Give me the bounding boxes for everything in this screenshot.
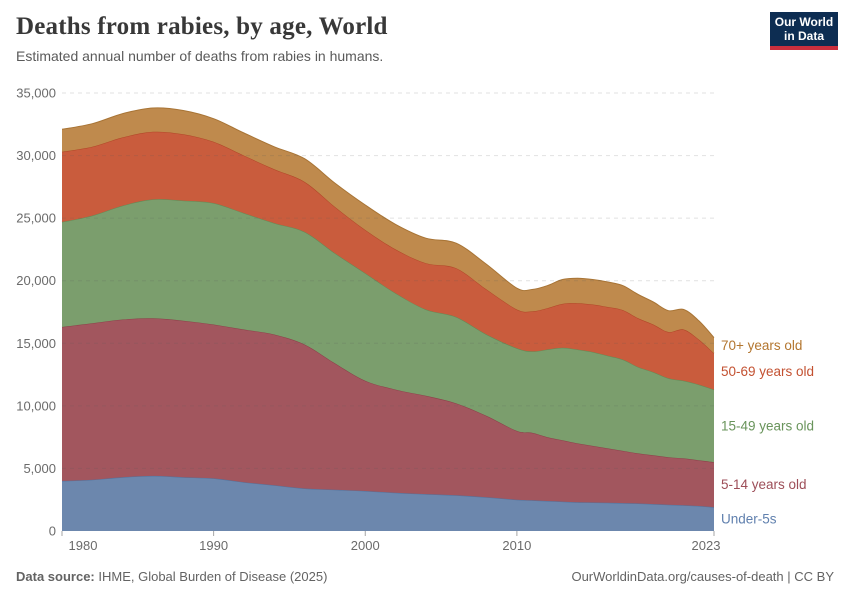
x-tick-label-1980: 1980 <box>69 538 98 553</box>
x-tick-label-2010: 2010 <box>502 538 531 553</box>
x-tick-label-1990: 1990 <box>199 538 228 553</box>
x-tick-label-2023: 2023 <box>692 538 721 553</box>
data-source-text: IHME, Global Burden of Disease (2025) <box>94 569 328 584</box>
boundary-70-years-old <box>61 107 715 339</box>
chart-footer: Data source: IHME, Global Burden of Dise… <box>16 569 834 584</box>
logo-red-bar <box>770 46 838 50</box>
logo-line1: Our World <box>774 14 834 29</box>
x-axis: 1980 1990 2000 2010 2023 <box>61 531 721 553</box>
license-text: | CC BY <box>783 569 834 584</box>
y-tick-label: 25,000 <box>16 211 56 226</box>
y-axis-labels: 0 5,000 10,000 15,000 20,000 25,000 30,000 35,0… <box>16 86 56 539</box>
series-label-5-14-years-old[interactable]: 5-14 years old <box>721 477 807 492</box>
y-tick-label: 15,000 <box>16 336 56 351</box>
area-bands[interactable] <box>61 107 715 531</box>
page-title: Deaths from rabies, by age, World <box>16 13 388 40</box>
logo-line2: in Data <box>783 29 824 43</box>
y-tick-label: 10,000 <box>16 398 56 413</box>
series-legend: Under-5s 5-14 years old 15-49 years old 50-… <box>721 338 814 527</box>
series-label-15-49-years-old[interactable]: 15-49 years old <box>721 418 814 433</box>
y-tick-label: 30,000 <box>16 148 56 163</box>
footer-right: OurWorldinData.org/causes-of-death | CC … <box>571 569 834 584</box>
data-source-label: Data source: <box>16 569 95 584</box>
y-tick-label: 20,000 <box>16 273 56 288</box>
chart-subtitle: Estimated annual number of deaths from r… <box>16 48 384 64</box>
series-label-50-69-years-old[interactable]: 50-69 years old <box>721 364 814 379</box>
x-tick-label-2000: 2000 <box>351 538 380 553</box>
footer-link[interactable]: OurWorldinData.org/causes-of-death <box>571 569 784 584</box>
y-tick-label: 35,000 <box>16 86 56 101</box>
owid-logo[interactable]: Our World in Data <box>770 12 838 50</box>
area-5-14-years-old[interactable] <box>62 318 714 508</box>
area-70-years-old[interactable] <box>62 107 714 354</box>
y-tick-label: 0 <box>49 524 56 539</box>
area-under-5s[interactable] <box>62 475 714 531</box>
y-tick-label: 5,000 <box>23 461 56 476</box>
series-label-under-5s[interactable]: Under-5s <box>721 512 777 527</box>
area-50-69-years-old[interactable] <box>62 131 714 390</box>
data-source: Data source: IHME, Global Burden of Dise… <box>16 569 327 584</box>
area-15-49-years-old[interactable] <box>62 199 714 463</box>
series-label-70-years-old[interactable]: 70+ years old <box>721 338 802 353</box>
